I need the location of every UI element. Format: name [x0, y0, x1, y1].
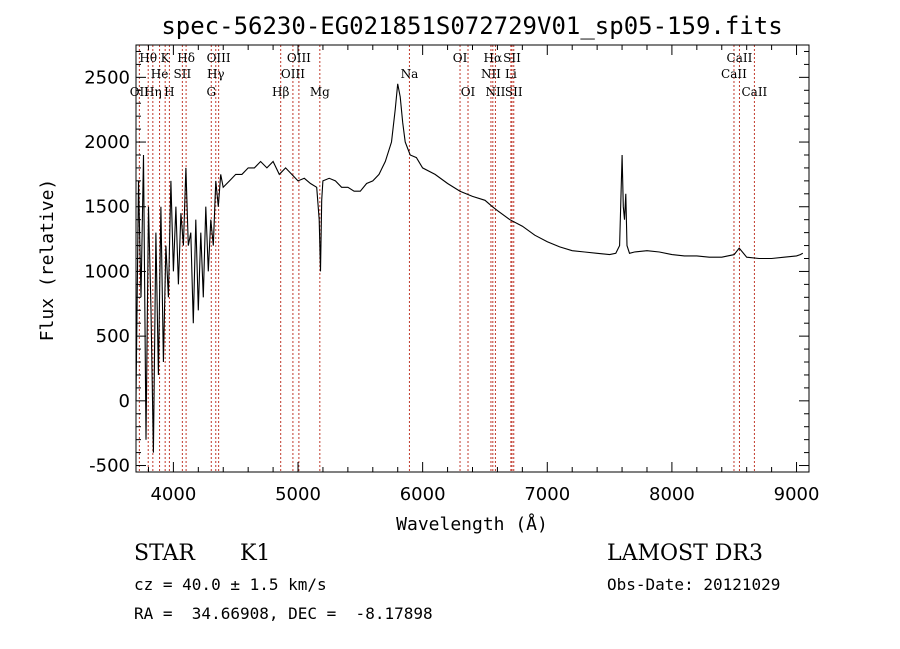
redshift-text: cz = 40.0 ± 1.5 km/s — [134, 575, 327, 594]
line-label-2: Hη — [144, 85, 162, 99]
line-label-8: G — [206, 85, 216, 99]
line-label-7: Hδ — [177, 51, 195, 65]
y-tick-label-5: 2000 — [84, 132, 130, 153]
line-label-0: OII — [130, 85, 150, 99]
line-label-15: Na — [401, 67, 419, 81]
line-label-23: SII — [505, 85, 523, 99]
line-label-13: OIII — [287, 51, 311, 65]
line-label-14: Mg — [310, 85, 330, 99]
plot-frame — [135, 44, 810, 473]
line-markers — [138, 45, 755, 472]
ra-dec: RA = 34.66908, DEC = -8.17898 — [134, 604, 433, 623]
y-tick-label-0: -500 — [89, 456, 130, 477]
line-label-26: CaII — [741, 85, 767, 99]
line-label-10: OIII — [207, 51, 231, 65]
line-label-16: OI — [453, 51, 468, 65]
y-tick-label-6: 2500 — [84, 67, 130, 88]
y-axis: -500 0 500 1000 1500 2000 2500 — [84, 50, 809, 477]
spectrum-line — [135, 83, 804, 453]
y-tick-label-2: 500 — [96, 326, 130, 347]
x-tick-label-0: 4000 — [150, 484, 196, 505]
survey-name: LAMOST DR3 — [607, 541, 763, 566]
line-label-3: He — [151, 67, 169, 81]
line-label-6: SII — [174, 67, 192, 81]
line-label-11: Hβ — [272, 85, 289, 99]
line-labels: OIIHθHηHeKHSIIHδGHγOIIIHβOIIIOIIIMgNaOIO… — [130, 51, 768, 99]
x-tick-label-4: 8000 — [649, 484, 695, 505]
y-axis-label: Flux (relative) — [37, 179, 58, 342]
line-label-9: Hγ — [207, 67, 225, 81]
line-label-21: Li — [505, 67, 517, 81]
line-label-20: NII — [485, 85, 505, 99]
line-label-5: H — [164, 85, 174, 99]
x-axis: 4000 5000 6000 7000 8000 9000 — [147, 45, 820, 505]
x-tick-label-1: 5000 — [275, 484, 321, 505]
x-tick-label-3: 7000 — [524, 484, 570, 505]
x-axis-label: Wavelength (Å) — [396, 513, 548, 535]
line-label-4: K — [161, 51, 171, 65]
x-tick-label-2: 6000 — [400, 484, 446, 505]
line-label-12: OIII — [281, 67, 305, 81]
y-tick-label-1: 0 — [119, 391, 130, 412]
x-tick-label-5: 9000 — [774, 484, 820, 505]
line-label-22: SII — [503, 51, 521, 65]
line-label-18: NII — [481, 67, 501, 81]
object-class: STAR — [134, 541, 195, 566]
object-subclass: K1 — [240, 541, 271, 566]
line-label-25: CaII — [727, 51, 753, 65]
line-label-17: OI — [461, 85, 476, 99]
y-tick-label-3: 1000 — [84, 261, 130, 282]
line-label-24: CaII — [721, 67, 747, 81]
y-tick-label-4: 1500 — [84, 197, 130, 218]
line-label-19: Hα — [484, 51, 503, 65]
obs-date: Obs-Date: 20121029 — [607, 575, 781, 594]
line-label-1: Hθ — [139, 51, 157, 65]
chart-title: spec-56230-EG021851S072729V01_sp05-159.f… — [161, 12, 782, 40]
